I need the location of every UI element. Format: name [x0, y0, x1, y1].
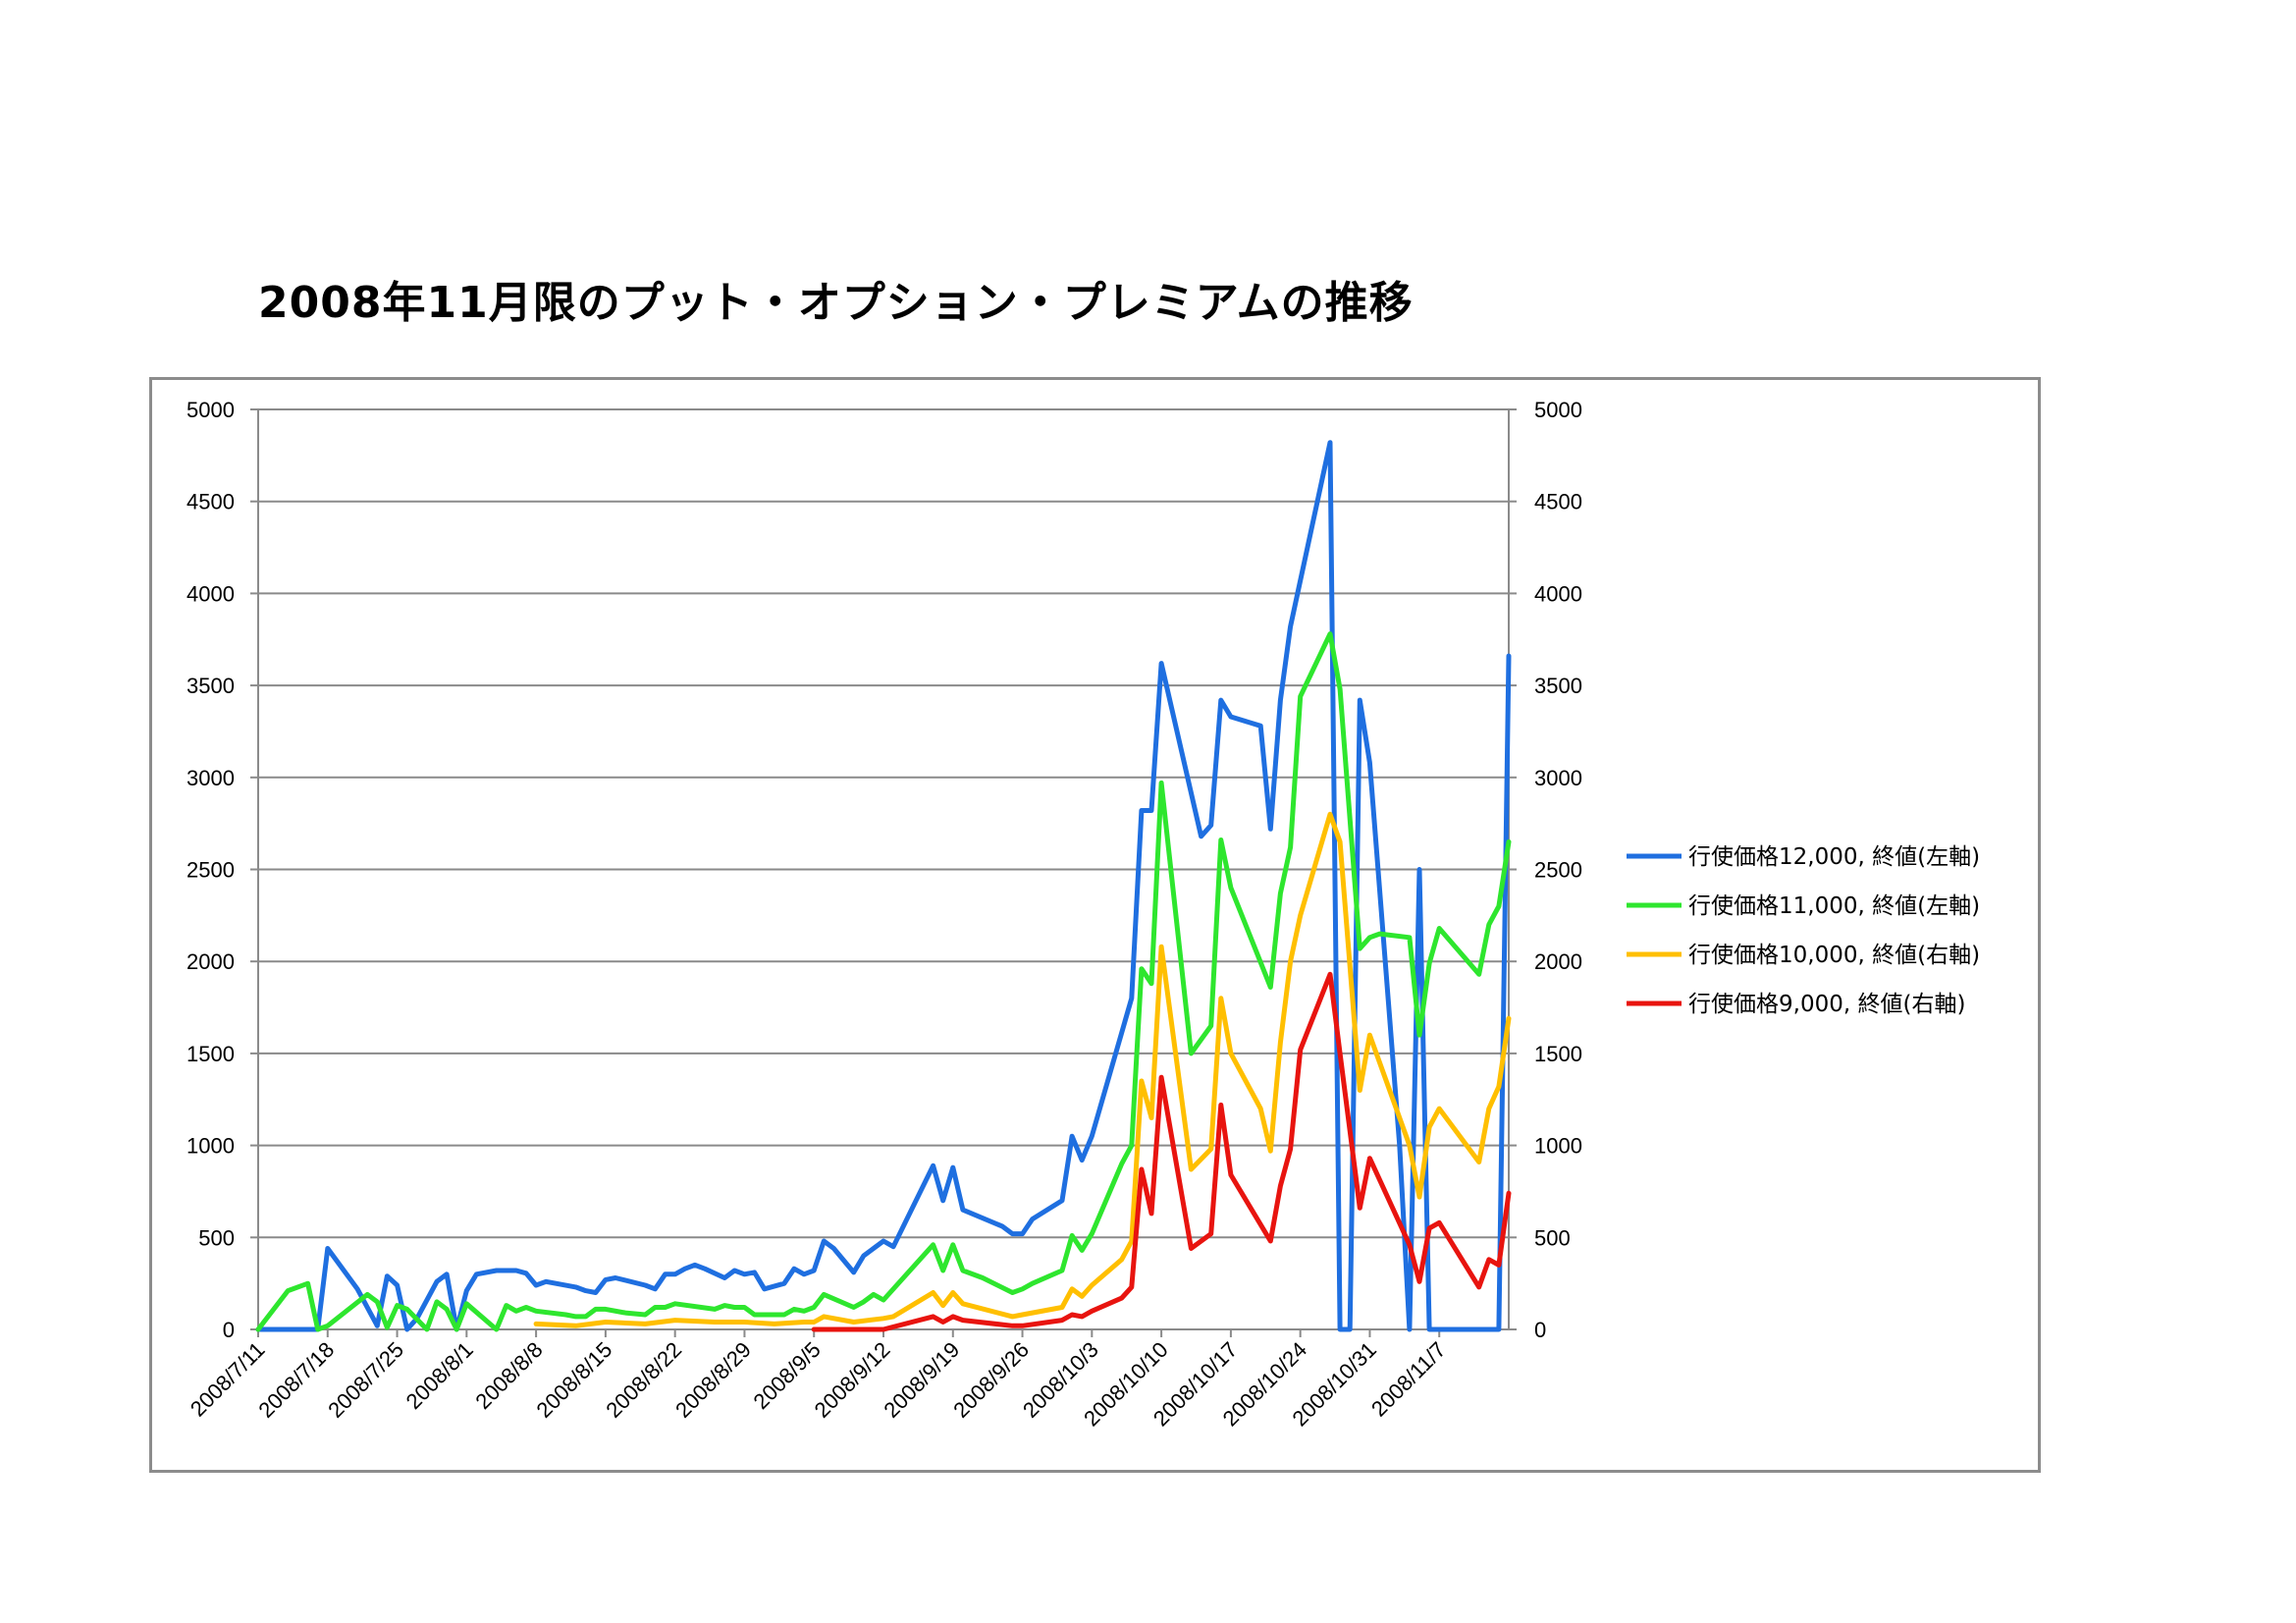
left-y-tick-label: 3000	[187, 766, 235, 790]
right-y-tick-label: 3500	[1534, 674, 1582, 698]
right-y-tick-label: 0	[1534, 1318, 1546, 1342]
right-y-tick-label: 3000	[1534, 766, 1582, 790]
right-y-axis-ticks: 0 500 1000 1500 2000 2500 3000 3500 4000 4500 5000	[1509, 398, 1582, 1342]
right-y-tick-label: 1500	[1534, 1042, 1582, 1066]
left-y-tick-label: 3500	[187, 674, 235, 698]
x-tick-label: 2008/9/26	[948, 1337, 1034, 1423]
x-tick-label: 2008/8/1	[401, 1337, 478, 1414]
x-tick-label: 2008/11/7	[1366, 1337, 1451, 1422]
chart-frame	[149, 377, 2041, 1473]
chart-title: 2008年11月限のプット・オプション・プレミアムの推移	[258, 278, 1414, 328]
right-y-tick-label: 5000	[1534, 398, 1582, 422]
left-y-tick-label: 1500	[187, 1042, 235, 1066]
legend: 行使価格12,000, 終値(左軸) 行使価格11,000, 終値(左軸) 行使価格…	[1627, 844, 1980, 1017]
right-y-tick-label: 2000	[1534, 949, 1582, 974]
left-y-tick-label: 5000	[187, 398, 235, 422]
x-tick-label: 2008/8/22	[601, 1337, 686, 1423]
left-y-tick-label: 500	[198, 1225, 235, 1250]
left-y-tick-label: 4000	[187, 581, 235, 606]
left-y-axis-ticks: 0 500 1000 1500 2000 2500 3000 3500 4000 4500 5000	[187, 398, 258, 1342]
right-y-tick-label: 4000	[1534, 581, 1582, 606]
series-line-4	[811, 971, 1512, 1332]
left-y-tick-label: 2000	[187, 949, 235, 974]
x-tick-label: 2008/9/12	[810, 1337, 895, 1423]
x-tick-label: 2008/7/25	[323, 1337, 408, 1423]
legend-label: 行使価格12,000, 終値(左軸)	[1688, 844, 1980, 870]
left-y-tick-label: 2500	[187, 858, 235, 883]
series-lines	[255, 440, 1512, 1332]
right-y-tick-label: 2500	[1534, 858, 1582, 883]
x-tick-label: 2008/8/15	[532, 1337, 617, 1423]
series-line-2	[255, 631, 1512, 1332]
series-line-3	[533, 811, 1512, 1328]
left-y-tick-label: 1000	[187, 1134, 235, 1159]
x-axis-ticks: 2008/7/112008/7/182008/7/252008/8/12008/…	[186, 1329, 1451, 1431]
x-tick-label: 2008/7/18	[253, 1337, 339, 1423]
gridlines	[258, 408, 1509, 1239]
right-y-tick-label: 4500	[1534, 490, 1582, 514]
legend-label: 行使価格9,000, 終値(右軸)	[1688, 992, 1965, 1017]
left-y-tick-label: 0	[223, 1318, 235, 1342]
right-y-tick-label: 500	[1534, 1225, 1571, 1250]
series-line-1	[255, 440, 1512, 1332]
x-tick-label: 2008/8/29	[670, 1337, 756, 1423]
left-y-tick-label: 4500	[187, 490, 235, 514]
right-y-tick-label: 1000	[1534, 1134, 1582, 1159]
x-tick-label: 2008/9/19	[879, 1337, 964, 1423]
legend-label: 行使価格10,000, 終値(右軸)	[1688, 943, 1980, 968]
legend-label: 行使価格11,000, 終値(左軸)	[1688, 893, 1980, 919]
